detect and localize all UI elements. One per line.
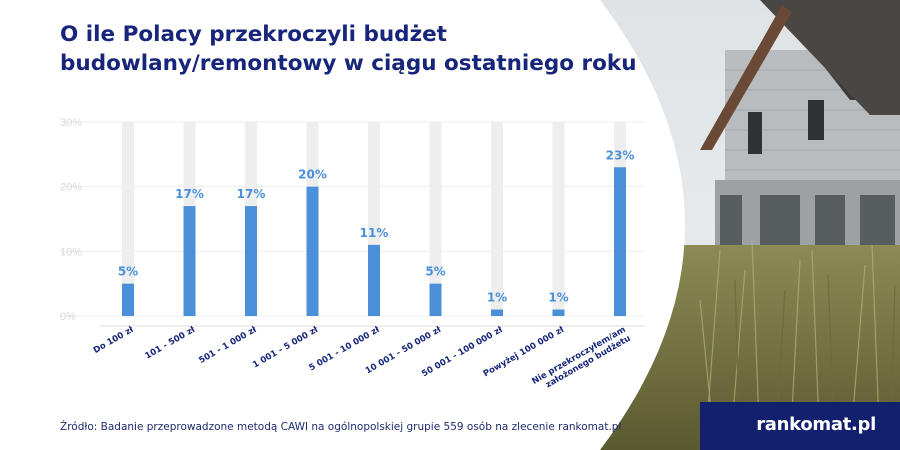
bar-track (122, 122, 134, 316)
bar (245, 206, 257, 316)
category-label: Do 100 zł (92, 325, 136, 356)
category-label: 501 - 1 000 zł (197, 325, 259, 367)
bar (491, 309, 503, 316)
bar (122, 283, 134, 316)
bar (552, 309, 565, 316)
source-note: Źródło: Badanie przeprowadzone metodą CA… (60, 421, 622, 433)
data-label: 17% (175, 187, 204, 201)
bar-track (552, 122, 565, 316)
data-label: 11% (360, 226, 389, 240)
title-line-2: budowlany/remontowy w ciągu ostatniego r… (60, 51, 637, 76)
y-tick-label: 0% (60, 311, 76, 323)
title-line-1: O ile Polacy przekroczyli budżet (60, 22, 447, 47)
bar-chart: 0% 10% 20% 30% 5% Do 100 zł 17% 101 - 500 zł 17%… (60, 117, 645, 390)
brand-logo: rankomat.pl (756, 414, 876, 435)
page-title: O ile Polacy przekroczyli budżet budowla… (60, 20, 660, 78)
bar-track (491, 122, 503, 316)
bar (614, 167, 626, 316)
data-label: 1% (548, 291, 568, 305)
bar-track (429, 122, 442, 316)
y-tick-label: 10% (60, 246, 82, 258)
bar (183, 206, 196, 316)
y-tick-label: 20% (60, 182, 82, 194)
data-label: 5% (425, 265, 445, 279)
data-label: 23% (606, 148, 635, 162)
bar (368, 244, 380, 316)
data-label: 5% (118, 265, 138, 279)
category-label: 101 - 500 zł (144, 325, 198, 362)
bar (306, 186, 319, 316)
bar (429, 283, 442, 316)
data-label: 20% (298, 168, 327, 182)
y-tick-label: 30% (60, 117, 82, 129)
data-label: 1% (487, 291, 507, 305)
brand-bar: rankomat.pl (700, 402, 900, 450)
data-label: 17% (237, 187, 266, 201)
